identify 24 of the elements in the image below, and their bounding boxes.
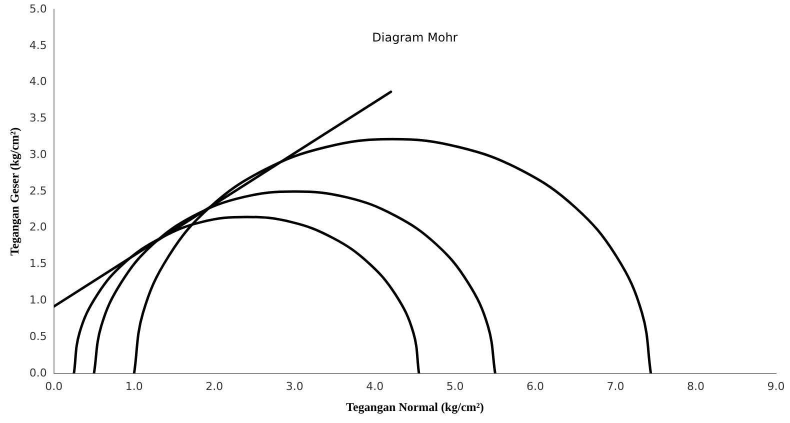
- x-tick-label: 7.0: [606, 380, 624, 393]
- y-tick-label: 1.0: [29, 294, 47, 306]
- y-tick-label: 2.5: [29, 184, 47, 198]
- y-tick-label: 5.0: [29, 2, 47, 16]
- x-tick-label: 5.0: [446, 380, 464, 393]
- x-tick-label: 8.0: [687, 380, 705, 393]
- text: Diagram Mohr: [372, 30, 458, 45]
- x-tick-label: 0.0: [45, 380, 63, 393]
- y-axis-title: Tegangan Geser (kg/cm²): [7, 127, 22, 256]
- x-tick-label: 1.0: [125, 380, 143, 393]
- x-tick-label: 9.0: [767, 380, 785, 393]
- x-axis-title: Tegangan Normal (kg/cm²): [346, 400, 484, 414]
- y-tick-label: 0.0: [29, 366, 47, 380]
- x-tick-label: 4.0: [366, 380, 384, 393]
- x-tick-label: 3.0: [286, 380, 304, 393]
- x-tick-label: 6.0: [526, 380, 544, 393]
- x-tick-label: 2.0: [206, 380, 224, 393]
- y-tick-label: 1.5: [29, 257, 47, 270]
- y-tick-label: 3.5: [29, 112, 47, 125]
- y-tick-label: 2.0: [29, 220, 47, 234]
- y-tick-label: 0.5: [29, 330, 47, 343]
- y-tick-label: 4.5: [29, 38, 47, 52]
- y-tick-label: 3.0: [29, 148, 47, 161]
- y-tick-label: 4.0: [29, 75, 47, 88]
